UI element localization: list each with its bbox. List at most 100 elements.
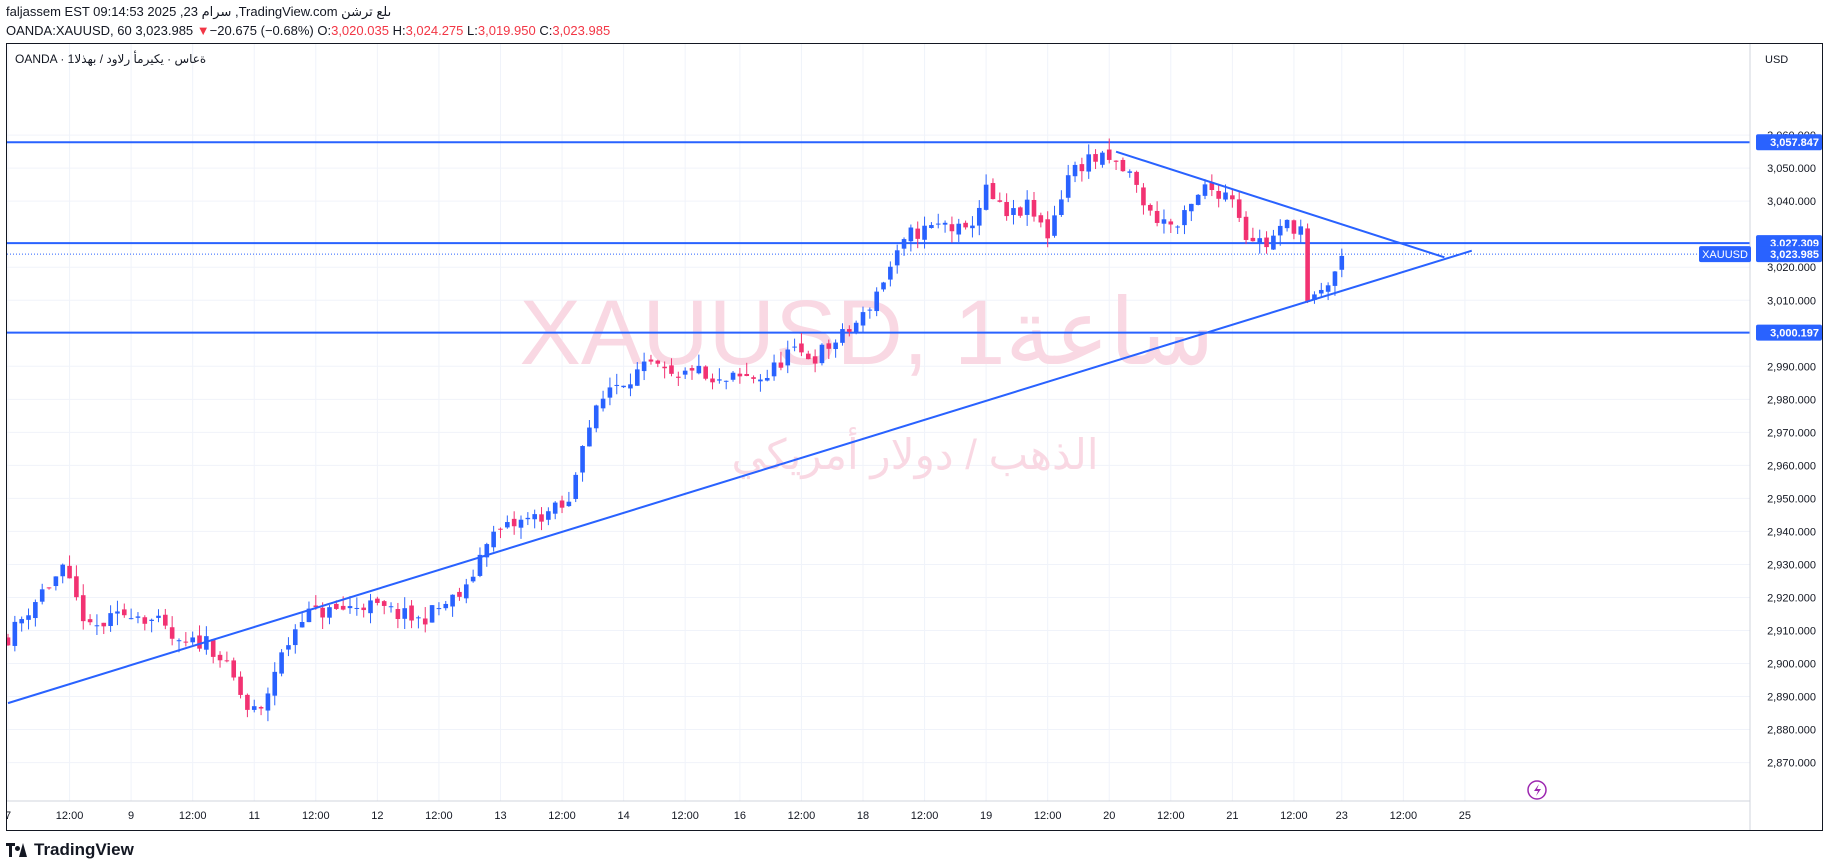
time-tick-label: 16: [734, 810, 746, 822]
candle-body: [190, 637, 195, 643]
candle-body: [443, 603, 449, 609]
candle-body: [115, 611, 120, 614]
candle-body: [1189, 203, 1194, 212]
tradingview-logo[interactable]: TradingView: [6, 840, 134, 860]
candle-body: [1202, 184, 1208, 196]
price-axis[interactable]: USD 2,870.000 2,880.000 2,890.000 2,900.000…: [7, 44, 1816, 830]
candle-body: [853, 322, 859, 333]
candle-body: [272, 671, 278, 696]
candle-body: [840, 329, 845, 343]
candle-body: [1093, 154, 1098, 162]
candle-body: [867, 309, 873, 311]
legend-label: OANDA · 1ةعاس · يكيرمأ رلاود / بهذلا: [15, 50, 206, 67]
candle-body: [587, 427, 592, 447]
candle-body: [395, 609, 401, 620]
candle-body: [676, 376, 681, 378]
time-tick-label: 12:00: [1390, 810, 1418, 822]
time-tick-label: 12:00: [1157, 810, 1185, 822]
candle-body: [621, 385, 626, 388]
candle-body: [340, 605, 346, 610]
candle-body: [764, 378, 770, 381]
candle-body: [771, 362, 777, 377]
candle-body: [1312, 294, 1317, 300]
candle-body: [457, 591, 462, 597]
trend-lines[interactable]: [7, 150, 1473, 705]
candle-body: [292, 629, 298, 646]
candle-body: [1339, 255, 1345, 270]
close-label: C:: [539, 23, 553, 38]
candle-body: [847, 329, 852, 332]
candle-body: [1120, 159, 1126, 172]
candle-body: [135, 616, 141, 618]
candle-body: [580, 446, 585, 473]
candle-body: [833, 342, 838, 350]
candle-body: [915, 228, 921, 239]
candle-body: [634, 369, 640, 386]
time-axis[interactable]: 7 12:00 9 12:00 11 12:00 12 12:00 13 12:00 14 12:00…: [7, 810, 1471, 822]
candle-body: [669, 365, 674, 374]
candle-body: [566, 501, 572, 507]
candle-body: [320, 607, 325, 618]
candle-body: [12, 621, 18, 646]
candle-body: [511, 518, 517, 527]
time-tick-label: 9: [128, 810, 134, 822]
time-tick-label: 12:00: [179, 810, 207, 822]
candle-body: [1216, 190, 1221, 199]
candle-body: [532, 514, 537, 520]
candle-body: [956, 223, 962, 235]
candle-body: [1291, 220, 1297, 234]
candle-body: [614, 384, 620, 386]
candle-body: [888, 266, 893, 280]
candle-body: [922, 225, 927, 240]
candle-body: [402, 608, 408, 619]
candle-body: [812, 356, 818, 364]
candle-body: [983, 184, 989, 210]
candle-body: [224, 660, 230, 662]
candle-body: [559, 500, 565, 508]
candle-body: [204, 636, 209, 650]
candle-body: [470, 576, 476, 582]
candle-body: [39, 589, 45, 602]
candle-body: [874, 291, 879, 312]
candle-body: [463, 584, 469, 599]
candle-body: [477, 554, 483, 576]
candle-body: [368, 600, 373, 614]
currency-label[interactable]: USD: [1765, 54, 1788, 66]
candle-body: [682, 370, 688, 375]
candle-body: [26, 615, 31, 620]
candle-body: [183, 641, 189, 643]
candle-body: [1277, 225, 1283, 236]
price-tick-label: 3,010.000: [1767, 295, 1816, 307]
candle-body: [881, 282, 886, 290]
candle-body: [1072, 164, 1078, 177]
price-chart[interactable]: XAUUSD, 1ساعة الذهب / دولار أمريكي USD 2…: [7, 44, 1822, 830]
candle-body: [1004, 202, 1009, 217]
candle-body: [1325, 285, 1331, 292]
time-tick-label: 12:00: [788, 810, 816, 822]
trend-line: [7, 249, 1473, 705]
candle-body: [819, 344, 825, 364]
candle-body: [80, 595, 86, 622]
candle-body: [826, 343, 832, 349]
candle-body: [525, 517, 531, 520]
chart-frame[interactable]: XAUUSD, 1ساعة الذهب / دولار أمريكي USD 2…: [6, 43, 1823, 831]
time-tick-label: 14: [617, 810, 629, 822]
candle-body: [74, 576, 79, 598]
price-tick-label: 2,960.000: [1767, 460, 1816, 472]
candle-body: [60, 564, 66, 577]
open-value: 3,020.035: [331, 23, 389, 38]
candle-body: [908, 227, 914, 242]
candle-body: [901, 239, 907, 249]
symbol-tag-box: [1699, 246, 1751, 263]
candle-body: [1257, 238, 1263, 244]
candle-body: [696, 365, 702, 374]
candle-body: [648, 359, 654, 362]
candle-body: [163, 614, 168, 626]
candle-body: [176, 640, 182, 642]
price-tick-label: 2,900.000: [1767, 659, 1816, 671]
candle-body: [1106, 149, 1112, 160]
candle-body: [1134, 171, 1139, 185]
candle-body: [505, 522, 510, 528]
symbol-price: OANDA:XAUUSD, 60 3,023.985: [6, 23, 194, 38]
lightning-icon[interactable]: [1527, 780, 1547, 800]
